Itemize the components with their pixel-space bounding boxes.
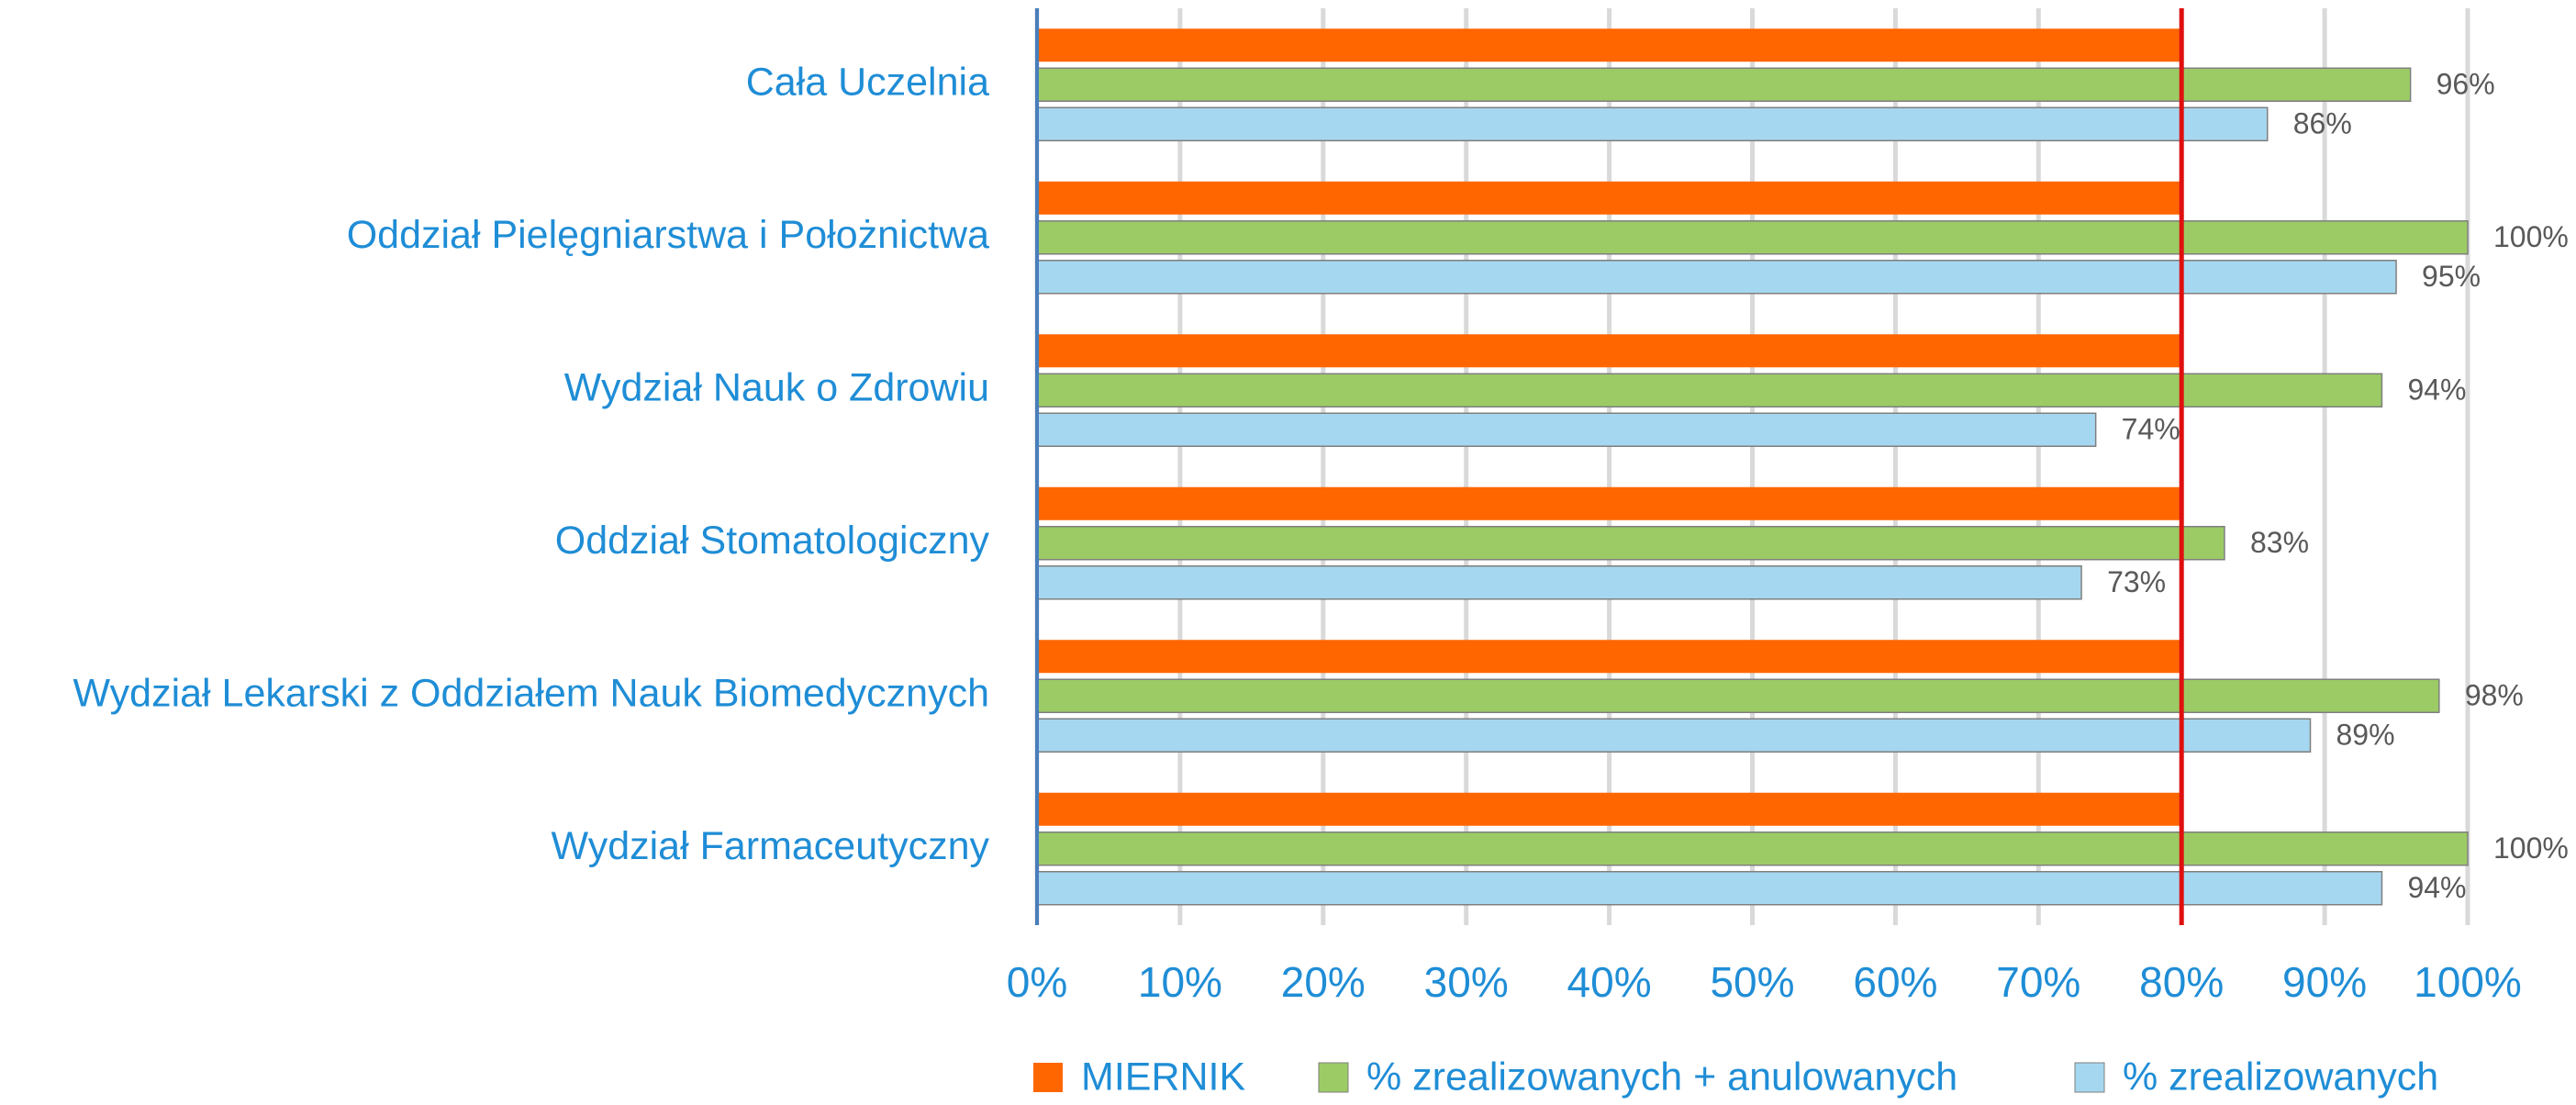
legend-swatch bbox=[2074, 1062, 2105, 1093]
value-label: 95% bbox=[2422, 260, 2481, 293]
bar bbox=[1036, 718, 2312, 753]
bar bbox=[1037, 334, 2182, 368]
bar bbox=[1036, 412, 2097, 447]
legend-label: % zrealizowanych bbox=[2123, 1055, 2438, 1099]
value-label: 86% bbox=[2293, 107, 2352, 140]
value-label: 83% bbox=[2250, 526, 2309, 559]
x-tick-label: 90% bbox=[2282, 958, 2367, 1006]
y-tick-label: Cała Uczelnia bbox=[746, 61, 989, 105]
y-tick-label: Wydział Nauk o Zdrowiu bbox=[564, 366, 989, 410]
x-tick-label: 80% bbox=[2139, 958, 2224, 1006]
x-tick-label: 40% bbox=[1567, 958, 1652, 1006]
y-tick-label: Oddział Stomatologiczny bbox=[555, 519, 990, 563]
bar bbox=[1037, 28, 2182, 62]
bar bbox=[1036, 373, 2383, 407]
legend-swatch bbox=[1318, 1062, 1349, 1093]
x-tick-label: 0% bbox=[1007, 958, 1067, 1006]
x-tick-label: 50% bbox=[1710, 958, 1794, 1006]
value-label: 94% bbox=[2407, 374, 2466, 407]
bar bbox=[1036, 220, 2469, 255]
x-tick-label: 30% bbox=[1424, 958, 1509, 1006]
value-label: 98% bbox=[2465, 679, 2524, 712]
x-tick-label: 70% bbox=[1996, 958, 2080, 1006]
x-tick-label: 20% bbox=[1281, 958, 1366, 1006]
value-label: 89% bbox=[2336, 719, 2395, 752]
bar bbox=[1036, 565, 2082, 600]
bar bbox=[1036, 871, 2383, 906]
bar bbox=[1036, 67, 2412, 102]
value-label: 100% bbox=[2493, 220, 2569, 253]
y-tick-label: Oddział Pielęgniarstwa i Położnictwa bbox=[347, 213, 989, 257]
bar bbox=[1036, 526, 2225, 561]
bar bbox=[1036, 832, 2469, 866]
value-label: 73% bbox=[2107, 565, 2166, 598]
x-tick-label: 100% bbox=[2414, 958, 2522, 1006]
y-tick-label: Wydział Farmaceutyczny bbox=[551, 824, 989, 868]
bar bbox=[1036, 678, 2440, 713]
bar bbox=[1037, 181, 2182, 215]
value-label: 94% bbox=[2407, 871, 2466, 904]
value-label: 74% bbox=[2122, 413, 2180, 446]
bar bbox=[1037, 640, 2182, 674]
x-tick-label: 10% bbox=[1138, 958, 1222, 1006]
legend-label: % zrealizowanych + anulowanych bbox=[1366, 1055, 1957, 1099]
bar bbox=[1036, 106, 2269, 141]
legend-swatch bbox=[1033, 1063, 1063, 1092]
legend-label: MIERNIK bbox=[1081, 1055, 1246, 1099]
y-tick-label: Wydział Lekarski z Oddziałem Nauk Biomed… bbox=[72, 672, 989, 716]
value-label: 96% bbox=[2437, 68, 2495, 101]
value-label: 100% bbox=[2493, 832, 2569, 865]
bar bbox=[1037, 792, 2182, 826]
x-tick-label: 60% bbox=[1853, 958, 1937, 1006]
bar bbox=[1037, 486, 2182, 520]
bar bbox=[1036, 260, 2397, 295]
